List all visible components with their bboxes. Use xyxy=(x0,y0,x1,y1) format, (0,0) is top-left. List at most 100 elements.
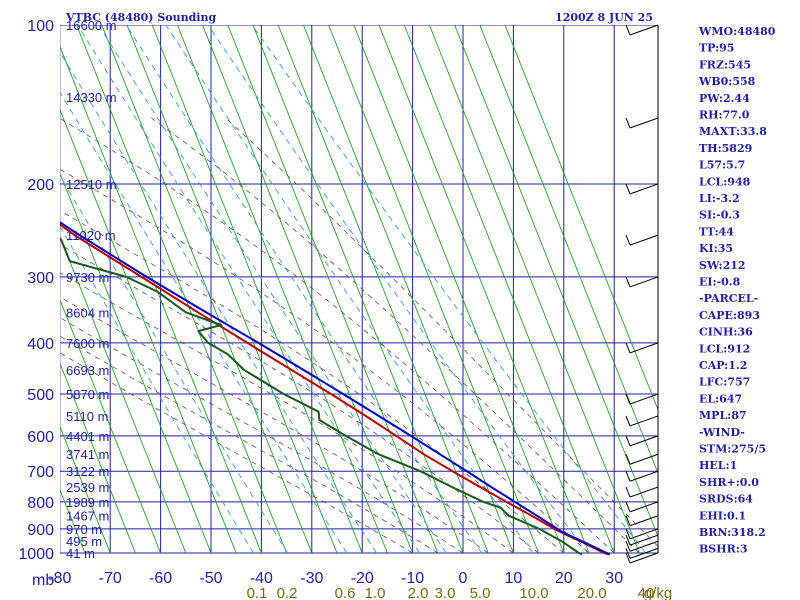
wind-barb xyxy=(625,528,659,540)
wind-barb-flag xyxy=(625,234,631,246)
wind-barb xyxy=(625,453,659,465)
chart-title: VTBC (48480) Sounding xyxy=(65,11,216,24)
pressure-tick-label: 1000 xyxy=(18,546,54,563)
mixing-ratio-label: 2.0 xyxy=(408,585,429,600)
wind-barb-staff xyxy=(629,534,659,546)
wind-barb-flag xyxy=(625,183,631,195)
stability-indices: WMO:48480 TP:95 FRZ:545 WB0:558 PW:2.44 RH:77… xyxy=(698,25,776,556)
mixing-ratio-line xyxy=(60,91,348,554)
wind-barb-flag xyxy=(625,534,631,546)
wind-barb-flag xyxy=(625,528,631,540)
moist-adiabat-line xyxy=(60,335,439,554)
index-value: WMO:48480 xyxy=(698,25,776,38)
wind-barb-flag xyxy=(625,435,631,447)
wind-barb xyxy=(625,276,659,288)
wind-barb-staff xyxy=(629,183,659,195)
temperature-tick-label: -10 xyxy=(401,570,424,587)
wind-barb xyxy=(625,470,659,482)
mixing-ratio-line xyxy=(125,25,483,554)
wind-barb-staff xyxy=(629,435,659,447)
index-value: CAP:1.2 xyxy=(699,359,747,372)
mixing-ratio-label: 5.0 xyxy=(470,585,491,600)
mixing-ratio-label: 0.6 xyxy=(335,585,356,600)
temperature-tick-label: -70 xyxy=(99,570,122,587)
index-value: -PARCEL- xyxy=(699,292,758,305)
moist-adiabat-line xyxy=(60,296,489,554)
wind-barb xyxy=(625,435,659,447)
isotherm-line xyxy=(60,235,187,554)
isotherm-line xyxy=(302,25,514,554)
index-value: SI:-0.3 xyxy=(699,209,740,222)
index-value: PW:2.44 xyxy=(699,92,750,105)
index-value: LFC:757 xyxy=(699,376,750,389)
wind-barb xyxy=(625,234,659,246)
wind-barb-staff xyxy=(629,393,659,405)
mixing-ratio-label: g/kg xyxy=(644,585,672,600)
mixing-ratio-line xyxy=(60,225,254,554)
index-value: TT:44 xyxy=(699,225,734,238)
isotherm-line xyxy=(353,25,565,554)
temperature-tick-label: -40 xyxy=(250,570,273,587)
index-value: FRZ:545 xyxy=(699,58,751,71)
wind-barb-flag xyxy=(625,276,631,288)
pressure-tick-label: 800 xyxy=(27,495,54,512)
adiabat-lines xyxy=(60,25,658,554)
wind-barb-flag xyxy=(625,541,631,552)
height-label: 3122 m xyxy=(66,464,109,479)
temperature-tick-label: -20 xyxy=(351,570,374,587)
moist-adiabat-line xyxy=(151,117,640,554)
wind-barb-staff xyxy=(629,528,659,540)
wind-barb xyxy=(625,515,659,527)
index-value: MAXT:33.8 xyxy=(699,125,767,138)
pressure-tick-label: 700 xyxy=(27,464,54,481)
index-value: -WIND- xyxy=(699,426,745,439)
isotherm-line xyxy=(60,108,237,554)
isotherm-line xyxy=(60,172,212,554)
wind-barb xyxy=(625,552,659,564)
height-label: 1989 m xyxy=(66,495,109,510)
index-value: CAPE:893 xyxy=(699,309,760,322)
isotherm-line xyxy=(76,25,288,554)
index-value: L57:5.7 xyxy=(699,159,745,172)
temperature-tick-label: -50 xyxy=(199,570,222,587)
isotherm-line xyxy=(151,25,363,554)
wind-barb-staff xyxy=(629,453,659,465)
height-label: 970 m xyxy=(66,522,102,537)
mixing-ratio-label: 20.0 xyxy=(577,585,606,600)
isotherm-line xyxy=(126,25,338,554)
sounding-profiles xyxy=(60,221,611,556)
wind-barb xyxy=(625,501,659,513)
wind-barb-flag xyxy=(625,117,631,129)
wind-barb-staff xyxy=(629,24,659,36)
wind-barb xyxy=(625,486,659,498)
wind-barb-flag xyxy=(625,393,631,405)
height-label: 6693 m xyxy=(66,363,109,378)
isotherm-line xyxy=(60,362,136,554)
wind-barb xyxy=(625,534,659,546)
wind-barb xyxy=(625,547,659,559)
isotherm-line xyxy=(202,25,414,554)
index-value: TP:95 xyxy=(699,42,734,55)
wind-barb-staff xyxy=(629,276,659,288)
index-value: TH:5829 xyxy=(699,142,752,155)
height-label: 14330 m xyxy=(66,90,117,105)
wind-barb-flag xyxy=(625,415,631,427)
index-value: BRN:318.2 xyxy=(699,526,766,539)
mixing-ratio-label: 3.0 xyxy=(435,585,456,600)
wind-barb xyxy=(625,24,659,36)
index-value: EL:647 xyxy=(699,392,742,405)
temperature-tick-label: 30 xyxy=(605,570,623,587)
sounding-datetime: 1200Z 8 JUN 25 xyxy=(555,11,653,24)
height-label: 4401 m xyxy=(66,429,109,444)
height-label: 495 m xyxy=(66,534,102,549)
index-value: EI:-0.8 xyxy=(699,276,741,289)
isotherm-line xyxy=(454,25,658,538)
index-value: KI:35 xyxy=(699,242,733,255)
height-label: 7600 m xyxy=(66,336,109,351)
wind-barb-staff xyxy=(629,515,659,527)
moist-adiabat-line xyxy=(60,118,615,554)
wind-barb-staff xyxy=(629,540,659,552)
wind-barb-staff xyxy=(629,552,659,564)
